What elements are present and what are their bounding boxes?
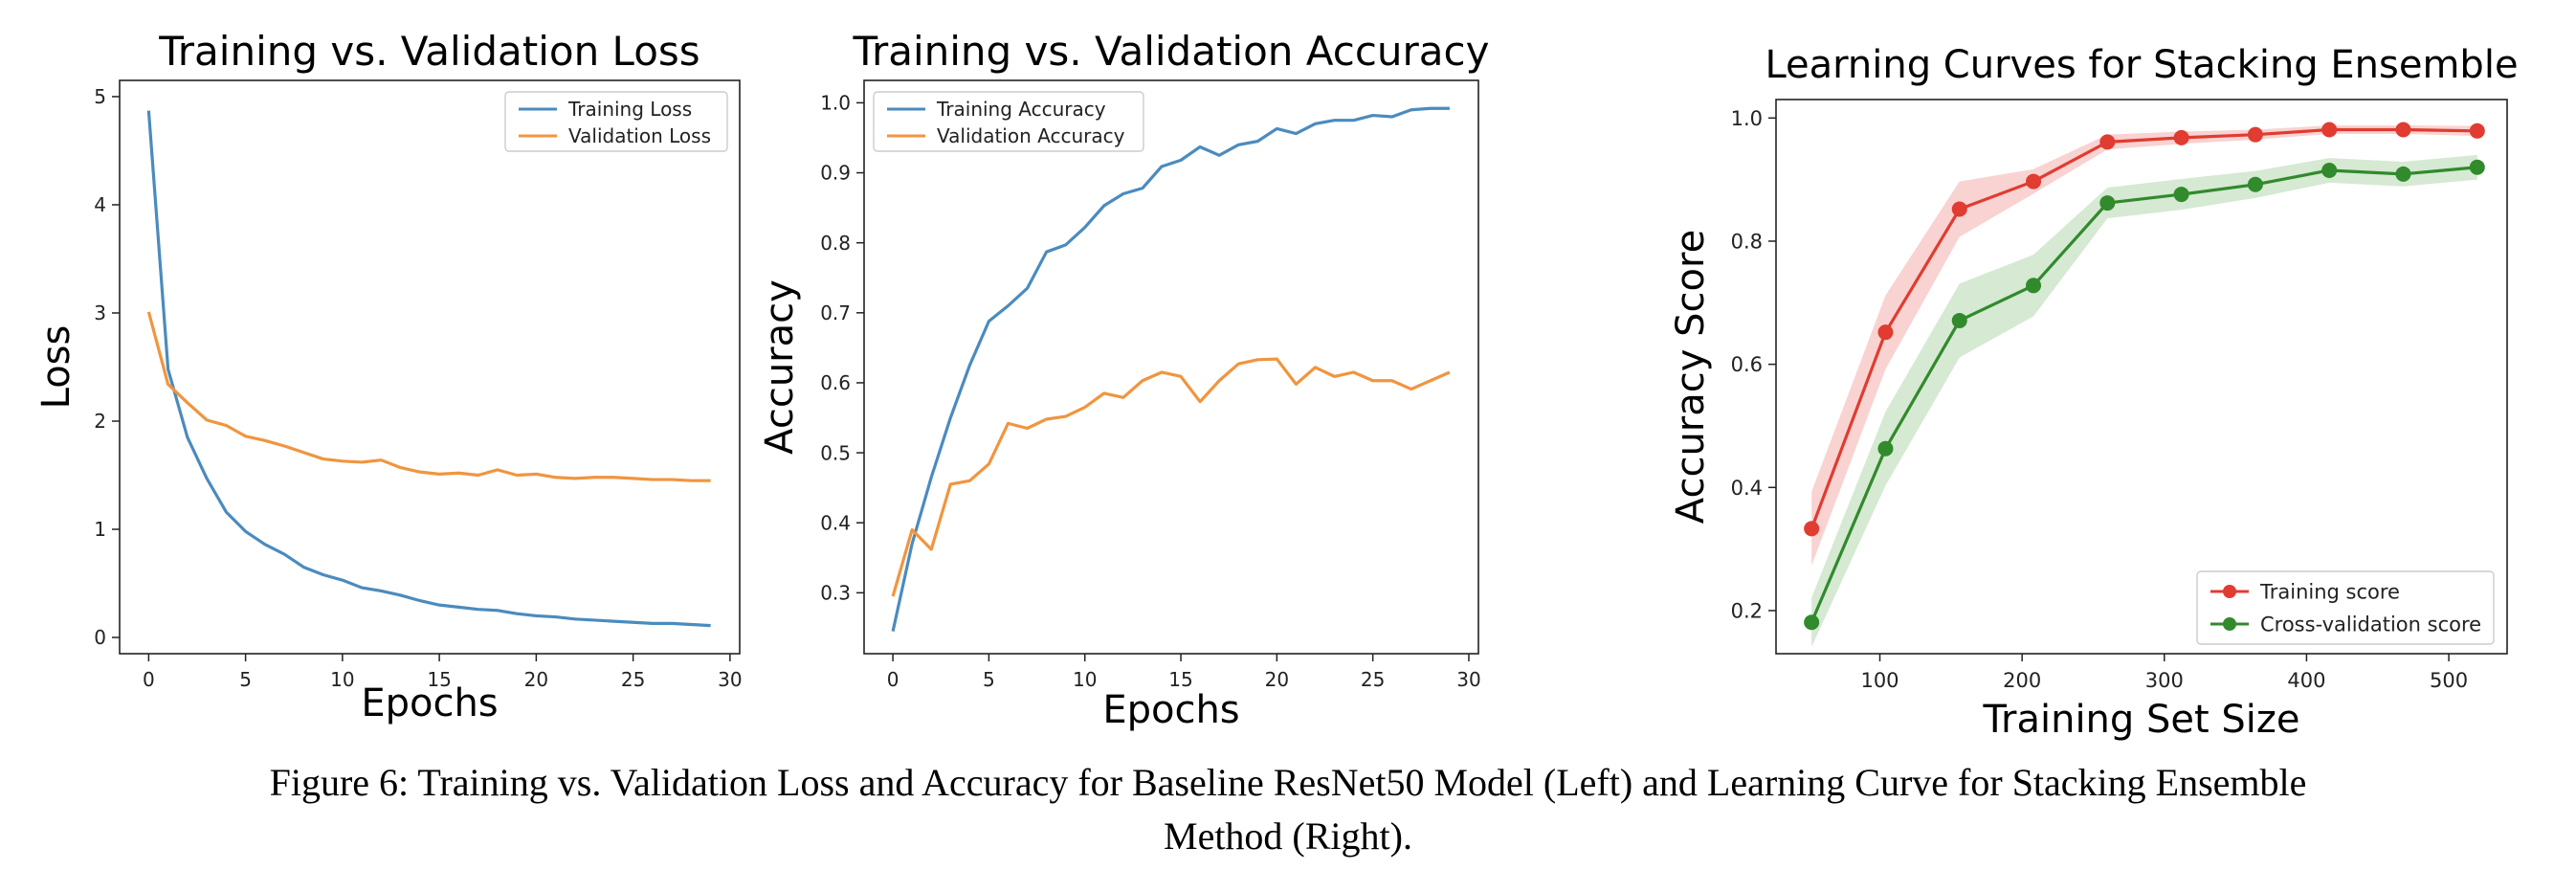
y-tick-label: 0.3 <box>820 582 851 605</box>
series-line-2 <box>891 357 1451 597</box>
band-2 <box>1811 154 2477 647</box>
y-tick-label: 4 <box>94 193 106 216</box>
plot-frame <box>119 79 741 655</box>
chart-title: Training vs. Validation Loss <box>158 28 700 75</box>
x-axis-label: Epochs <box>1102 688 1239 732</box>
y-tick-label: 5 <box>94 85 106 108</box>
legend: Training Accuracy Validation Accuracy <box>873 91 1144 152</box>
x-tick-label: 400 <box>2287 669 2325 692</box>
legend: Training Loss Validation Loss <box>504 91 728 152</box>
data-point <box>2099 195 2116 212</box>
y-axis-label: Accuracy Score <box>1669 230 1713 524</box>
x-tick-label: 0 <box>143 668 155 691</box>
x-tick-label: 15 <box>427 668 451 691</box>
data-point <box>2026 278 2042 294</box>
y-tick-label: 1.0 <box>1731 107 1763 130</box>
x-tick-label: 30 <box>1456 668 1480 691</box>
data-point <box>2173 129 2189 145</box>
data-point <box>2395 166 2411 182</box>
series-line-2 <box>1810 166 2477 623</box>
y-tick-label: 0 <box>94 626 106 649</box>
series-line-1 <box>891 106 1450 632</box>
y-tick-label: 2 <box>94 410 106 433</box>
x-tick-label: 5 <box>239 668 252 691</box>
y-tick-label: 0.5 <box>820 441 851 464</box>
series-line-1 <box>146 110 711 628</box>
y-tick-label: 0.4 <box>1731 477 1763 500</box>
caption-line-1: Figure 6: Training vs. Validation Loss a… <box>269 761 2307 804</box>
data-point <box>1951 312 1967 328</box>
x-axis-label: Epochs <box>361 681 498 725</box>
x-axis-label: Training Set Size <box>1982 698 2299 742</box>
data-point <box>2026 173 2042 190</box>
data-point <box>2321 162 2338 178</box>
data-point <box>2469 159 2485 175</box>
series-line-1 <box>1810 127 2477 529</box>
chart-1: 0 5 10 15 20 25 30 0 1 2 3 4 5 Training vs. Validatio… <box>34 28 743 725</box>
x-tick-label: 300 <box>2145 669 2184 692</box>
y-tick-label: 1 <box>94 518 106 541</box>
caption-line-2: Method (Right). <box>1164 814 1412 858</box>
data-point <box>2173 187 2189 203</box>
y-tick-label: 0.8 <box>820 232 851 255</box>
x-tick-label: 100 <box>1860 669 1899 692</box>
x-tick-label: 10 <box>330 668 354 691</box>
legend-label: Training Accuracy <box>936 98 1106 121</box>
y-tick-label: 1.0 <box>820 92 851 115</box>
y-tick-label: 0.2 <box>1731 600 1763 623</box>
x-tick-label: 200 <box>2003 669 2041 692</box>
x-tick-label: 20 <box>524 668 548 691</box>
legend: Training score Cross-validation score <box>2196 570 2495 645</box>
data-point <box>2321 122 2338 138</box>
y-tick-label: 3 <box>94 301 106 324</box>
data-point <box>2247 126 2263 143</box>
legend-marker <box>2223 585 2236 598</box>
y-tick-label: 0.8 <box>1731 231 1763 254</box>
x-tick-label: 500 <box>2430 669 2468 692</box>
y-tick-label: 0.6 <box>1731 353 1763 376</box>
legend-label: Cross-validation score <box>2260 613 2481 636</box>
legend-marker <box>2223 617 2236 631</box>
legend-label: Training score <box>2259 581 2400 604</box>
x-tick-label: 25 <box>621 668 645 691</box>
data-point <box>2099 134 2116 150</box>
x-tick-label: 25 <box>1361 668 1385 691</box>
data-point <box>1951 201 1967 217</box>
x-tick-label: 15 <box>1168 668 1192 691</box>
x-tick-label: 0 <box>887 668 899 691</box>
data-point <box>2247 176 2263 192</box>
x-tick-label: 5 <box>983 668 995 691</box>
y-tick-label: 0.9 <box>820 162 851 185</box>
y-tick-label: 0.4 <box>820 511 851 534</box>
data-point <box>1877 324 1894 341</box>
y-tick-label: 0.6 <box>820 371 851 394</box>
data-point <box>2469 123 2485 139</box>
data-point <box>2395 122 2411 138</box>
chart-title: Learning Curves for Stacking Ensemble <box>1765 43 2518 87</box>
legend-box <box>2196 570 2495 645</box>
data-point <box>1804 614 1820 631</box>
legend-label: Training Loss <box>567 98 692 121</box>
legend-label: Validation Accuracy <box>937 124 1125 147</box>
y-axis-label: Accuracy <box>758 279 802 455</box>
legend-label: Validation Loss <box>568 124 711 147</box>
legend-box <box>873 91 1144 152</box>
data-point <box>1877 440 1894 457</box>
x-tick-label: 30 <box>718 668 742 691</box>
legend-box <box>504 91 728 152</box>
y-axis-label: Loss <box>34 325 78 410</box>
chart-title: Training vs. Validation Accuracy <box>852 28 1489 75</box>
x-tick-label: 20 <box>1265 668 1289 691</box>
plot-frame <box>863 79 1479 655</box>
plot-frame <box>1775 99 2508 655</box>
series-line-2 <box>146 311 711 482</box>
data-point <box>1804 521 1820 537</box>
chart-2: 0 5 10 15 20 25 300.30.40.50.60.70.80.91.0Trai… <box>758 28 1490 732</box>
x-tick-label: 10 <box>1073 668 1097 691</box>
figure-caption: Figure 6: Training vs. Validation Loss a… <box>0 756 2576 863</box>
y-tick-label: 0.7 <box>820 301 851 324</box>
